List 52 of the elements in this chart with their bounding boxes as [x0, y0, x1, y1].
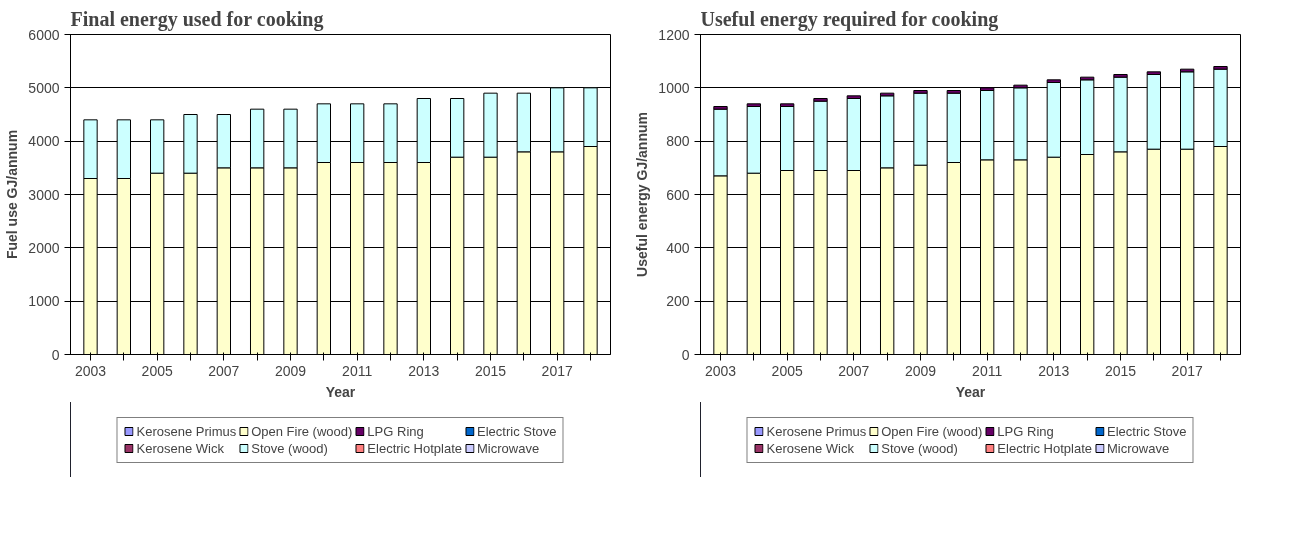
legend-label: Kerosene Primus — [136, 423, 237, 439]
y-tick-label: 200 — [666, 293, 690, 310]
x-axis-title: Year — [325, 383, 356, 400]
y-tick-label: 1000 — [658, 79, 690, 96]
legend-label: Electric Stove — [477, 423, 557, 439]
chart-title: Final energy used for cooking — [70, 7, 324, 31]
y-tick-label: 1200 — [658, 26, 690, 43]
y-tick-label: 0 — [681, 346, 690, 363]
x-tick-label: 2009 — [904, 362, 937, 379]
legend-label: Microwave — [1107, 440, 1170, 456]
legend-label: Open Fire (wood) — [881, 423, 983, 439]
legend-label: Kerosene Wick — [766, 440, 854, 456]
legend-label: Stove (wood) — [881, 440, 958, 456]
y-tick-label: 5000 — [28, 79, 60, 96]
y-tick-label: 2000 — [28, 239, 60, 256]
x-tick-label: 2005 — [141, 362, 173, 379]
legend-label: Electric Hotplate — [367, 440, 463, 456]
legend-label: Microwave — [477, 440, 540, 456]
x-tick-label: 2011 — [342, 362, 373, 379]
y-axis-title: Fuel use GJ/annum — [4, 129, 21, 260]
x-tick-label: 2007 — [838, 362, 870, 379]
y-tick-label: 800 — [666, 133, 690, 150]
x-tick-label: 2007 — [208, 362, 240, 379]
y-axis-title: Useful energy GJ/annum — [634, 112, 651, 277]
x-tick-label: 2013 — [1038, 362, 1070, 379]
y-tick-label: 600 — [666, 186, 690, 203]
legend-label: Kerosene Primus — [766, 423, 867, 439]
x-tick-label: 2003 — [704, 362, 737, 379]
x-axis-title: Year — [955, 383, 986, 400]
legend-label: Electric Hotplate — [997, 440, 1093, 456]
legend-label: Open Fire (wood) — [251, 423, 353, 439]
x-tick-label: 2015 — [474, 362, 507, 379]
x-tick-label: 2009 — [274, 362, 307, 379]
y-tick-label: 6000 — [28, 26, 60, 43]
x-tick-label: 2015 — [1104, 362, 1137, 379]
legend-label: LPG Ring — [367, 423, 424, 439]
x-tick-label: 2003 — [74, 362, 107, 379]
x-tick-label: 2017 — [1171, 362, 1203, 379]
x-tick-label: 2011 — [972, 362, 1003, 379]
chart-title: Useful energy required for cooking — [700, 7, 999, 31]
legend-label: LPG Ring — [997, 423, 1054, 439]
y-tick-label: 1000 — [28, 293, 60, 310]
legend-label: Stove (wood) — [251, 440, 328, 456]
y-tick-label: 400 — [666, 239, 690, 256]
y-tick-label: 4000 — [28, 133, 60, 150]
x-tick-label: 2013 — [408, 362, 440, 379]
x-tick-label: 2005 — [771, 362, 803, 379]
y-tick-label: 0 — [51, 346, 60, 363]
y-tick-label: 3000 — [28, 186, 60, 203]
x-tick-label: 2017 — [541, 362, 573, 379]
legend-label: Electric Stove — [1107, 423, 1187, 439]
legend-label: Kerosene Wick — [136, 440, 224, 456]
